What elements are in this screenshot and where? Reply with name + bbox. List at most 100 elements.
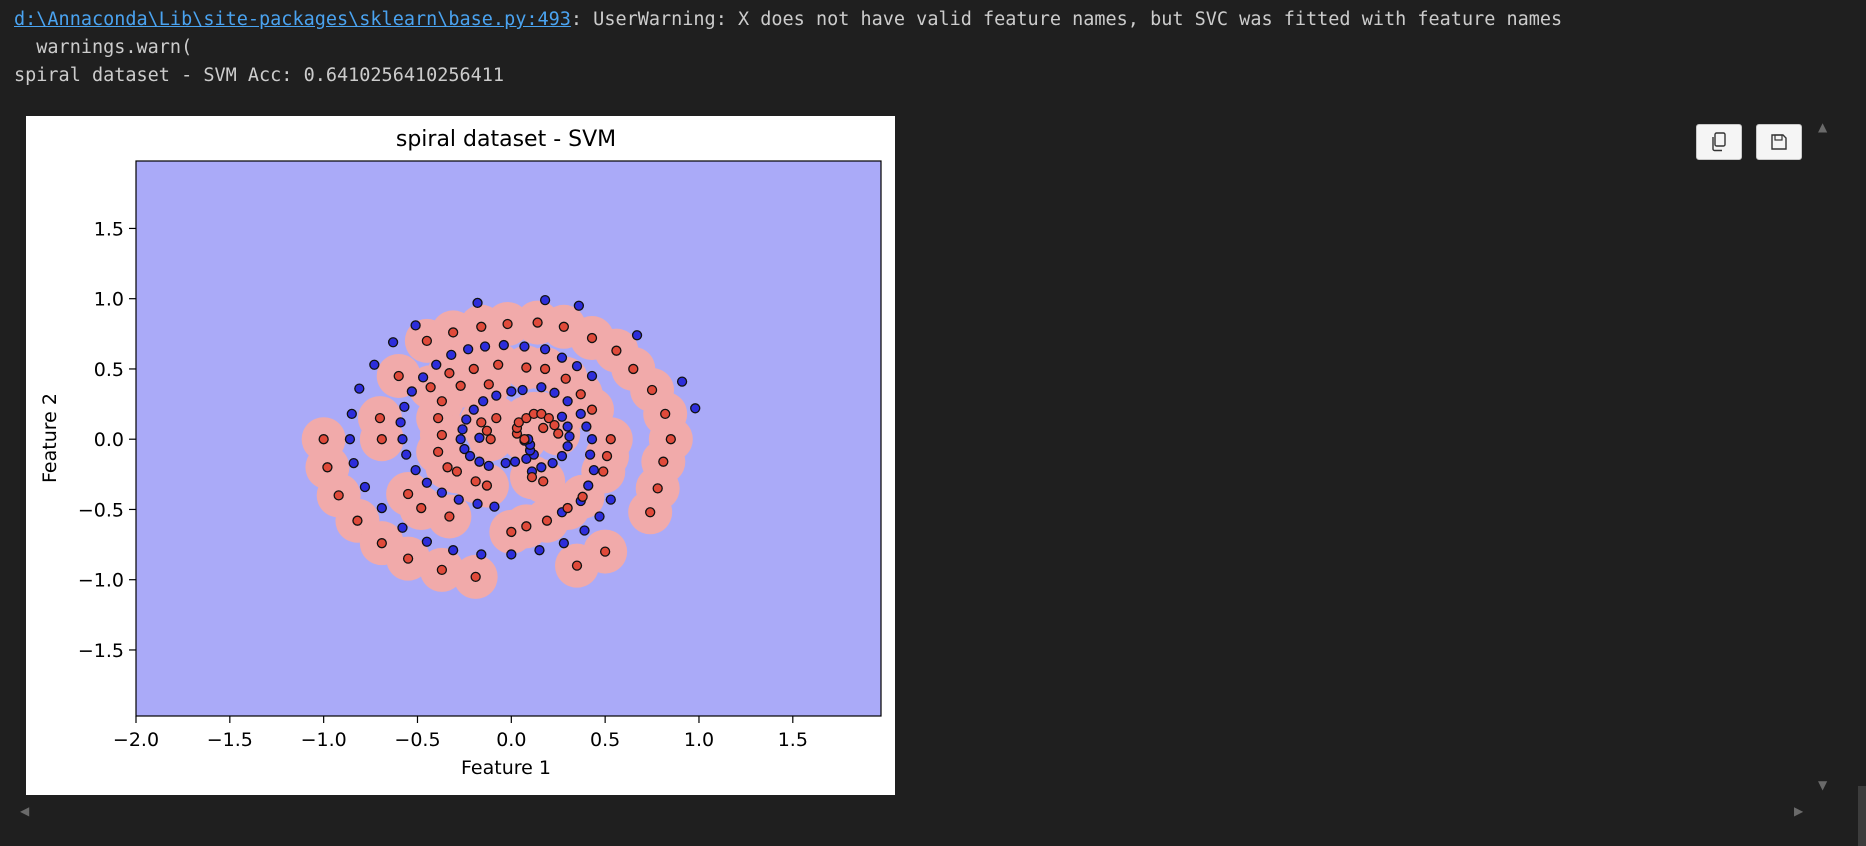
warning-file-link[interactable]: d:\Annaconda\Lib\site-packages\sklearn\b…: [14, 9, 571, 30]
class1-point: [318, 434, 329, 445]
class0-point: [421, 477, 433, 488]
class0-point: [539, 344, 551, 355]
class1-point: [601, 450, 613, 462]
class1-point: [436, 564, 448, 576]
class1-point: [451, 466, 463, 477]
x-axis-label: Feature 1: [461, 757, 551, 779]
class0-point: [464, 450, 476, 462]
copy-button[interactable]: [1696, 124, 1742, 160]
scroll-down-icon[interactable]: ▼: [1818, 778, 1828, 792]
class1-point: [481, 480, 493, 491]
class0-point: [521, 453, 532, 465]
class0-point: [472, 498, 483, 509]
class0-point: [509, 456, 521, 467]
class1-point: [393, 370, 404, 382]
class1-point: [541, 515, 553, 526]
class1-point: [402, 488, 414, 500]
class0-point: [476, 549, 487, 560]
class1-point: [658, 456, 669, 467]
class1-point: [665, 434, 676, 445]
class0-point: [395, 417, 406, 428]
class0-point: [474, 432, 485, 443]
class1-point: [521, 362, 532, 373]
class0-point: [468, 404, 479, 415]
class0-point: [455, 434, 466, 445]
class0-point: [447, 545, 459, 556]
scroll-right-icon[interactable]: ▶: [1794, 804, 1804, 818]
class0-point: [463, 344, 474, 355]
class1-point: [519, 434, 530, 445]
class1-point: [432, 446, 444, 457]
x-tick-label: 1.5: [778, 729, 808, 751]
accuracy-line: spiral dataset - SVM Acc: 0.641025641025…: [14, 65, 505, 86]
scroll-left-icon[interactable]: ◀: [20, 804, 30, 818]
class0-point: [575, 408, 586, 420]
class1-point: [586, 404, 598, 415]
class0-point: [605, 494, 616, 505]
y-tick-label: −1.5: [78, 640, 124, 662]
class1-point: [586, 332, 598, 344]
y-tick-label: −0.5: [78, 499, 124, 521]
class1-point: [481, 425, 493, 436]
class1-point: [549, 420, 560, 431]
x-axis-ticks: −2.0 −1.5 −1.0 −0.5 0.0 0.5 1.0 1.5: [113, 716, 808, 751]
class1-point: [444, 511, 455, 522]
class0-point: [376, 502, 387, 514]
plot-frame: [135, 160, 882, 717]
class1-point: [646, 384, 658, 396]
class0-point: [397, 434, 408, 445]
class0-point: [421, 536, 433, 547]
class0-point: [588, 464, 600, 476]
scatter-plot: −2.0 −1.5 −1.0 −0.5 0.0 0.5 1.0 1.5 1.5 1.0 0.5 0.…: [39, 127, 882, 779]
class0-point: [556, 352, 568, 363]
class1-point: [447, 327, 459, 338]
scroll-up-icon[interactable]: ▲: [1818, 120, 1828, 134]
class1-point: [598, 466, 609, 477]
y-tick-label: 1.5: [94, 218, 124, 240]
class0-point: [397, 522, 408, 533]
figure-output: −2.0 −1.5 −1.0 −0.5 0.0 0.5 1.0 1.5 1.5 1.0 0.5 0.…: [26, 116, 895, 795]
vertical-scrollbar-thumb[interactable]: [1858, 786, 1866, 846]
class0-point: [549, 387, 560, 398]
class0-point: [584, 449, 596, 460]
class0-point: [676, 376, 688, 387]
class0-point: [556, 450, 568, 462]
class0-point: [586, 370, 598, 382]
class1-point: [571, 560, 583, 571]
class1-point: [506, 526, 517, 538]
class1-point: [432, 412, 444, 424]
class0-point: [472, 297, 483, 309]
class1-point: [628, 363, 639, 375]
class0-point: [534, 545, 545, 556]
class0-point: [387, 337, 399, 348]
class1-point: [599, 546, 611, 557]
class0-point: [564, 431, 575, 442]
class1-point: [538, 422, 549, 434]
class1-point: [322, 462, 333, 473]
class1-point: [526, 471, 538, 483]
class1-point: [333, 490, 344, 501]
class1-point: [436, 396, 448, 407]
class0-point: [631, 330, 643, 341]
class1-point: [352, 515, 363, 526]
class0-point: [344, 434, 356, 445]
class1-point: [468, 363, 479, 375]
class0-point: [498, 339, 509, 351]
class1-point: [513, 417, 524, 428]
class1-point: [476, 417, 487, 428]
warn-call-line: warnings.warn(: [14, 37, 193, 58]
class1-point: [502, 318, 513, 330]
class0-point: [506, 549, 517, 560]
class0-point: [410, 464, 421, 476]
class0-point: [690, 403, 701, 414]
class0-point: [573, 300, 585, 311]
class0-point: [558, 538, 570, 549]
class0-point: [436, 487, 448, 498]
class1-point: [543, 412, 554, 424]
class1-point: [652, 483, 663, 494]
class0-point: [401, 449, 412, 460]
class1-point: [442, 462, 453, 473]
class0-point: [594, 511, 605, 522]
save-button[interactable]: [1756, 124, 1802, 160]
chart-title: spiral dataset - SVM: [396, 127, 616, 152]
